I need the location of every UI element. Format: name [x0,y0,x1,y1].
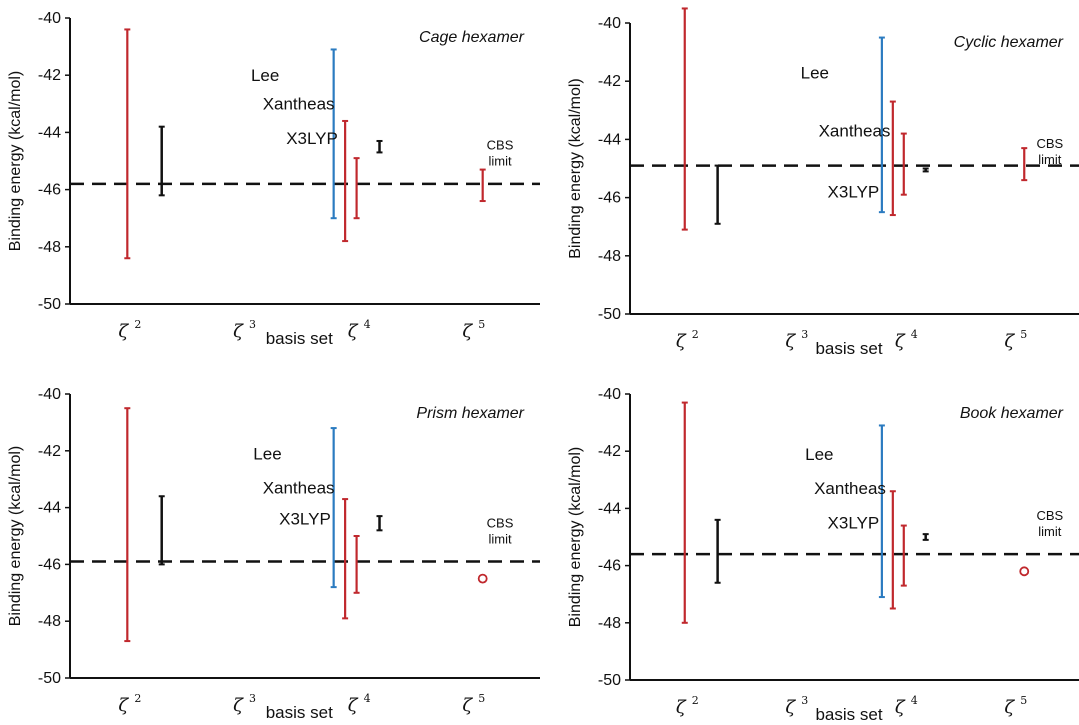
chart-title: Prism hexamer [416,405,524,422]
data-point-open-circle [1019,566,1030,577]
y-axis-label: Binding energy (kcal/mol) [7,446,24,627]
x-tick-label: ζ [118,695,129,716]
x-tick-label: ζ [895,697,906,718]
x-tick-label: ζ [233,695,244,716]
x-tick-label-superscript: 4 [911,328,918,341]
y-tick-label: -50 [38,670,61,687]
y-tick-label: -44 [38,124,61,141]
y-tick-label: -40 [38,10,61,27]
series-label-x3lyp: X3LYP [279,510,331,529]
x-tick-label-superscript: 3 [249,692,256,705]
x-tick-label: ζ [1004,697,1015,718]
y-tick-label: -50 [38,296,61,313]
x-tick-label: ζ [348,695,359,716]
y-tick-label: -44 [598,131,621,148]
x-tick-label-superscript: 3 [249,318,256,331]
x-tick-label: ζ [462,695,473,716]
x-tick-label: ζ [118,321,129,342]
series-label-xantheas: Xantheas [819,121,891,140]
y-tick-label: -50 [598,672,621,689]
data-point-open-circle [477,573,488,584]
series-label-lee: Lee [253,444,281,463]
x-tick-label: ζ [1004,331,1015,352]
x-tick-label-superscript: 2 [692,328,699,341]
x-tick-label: ζ [233,321,244,342]
x-tick-label-superscript: 4 [911,694,918,707]
x-tick-label-superscript: 2 [692,694,699,707]
cbs-label: CBS [1036,508,1063,523]
x-tick-label: ζ [462,321,473,342]
y-tick-label: -44 [598,500,621,517]
series-label-x3lyp: X3LYP [828,183,880,202]
y-tick-label: -46 [598,558,621,575]
series-label-x3lyp: X3LYP [286,129,338,148]
y-tick-label: -40 [598,15,621,32]
cbs-label-limit: limit [488,531,511,546]
x-tick-label-superscript: 3 [801,694,808,707]
y-tick-label: -46 [38,556,61,573]
series-label-xantheas: Xantheas [263,478,335,497]
x-tick-label: ζ [785,331,796,352]
x-tick-label-superscript: 5 [1020,328,1027,341]
x-tick-label-superscript: 4 [364,318,371,331]
y-tick-label: -48 [598,248,621,265]
y-tick-label: -42 [598,73,621,90]
cbs-label-limit: limit [488,154,511,169]
y-tick-label: -42 [598,443,621,460]
x-tick-label: ζ [348,321,359,342]
x-axis-label: basis set [266,703,333,722]
y-axis-label: Binding energy (kcal/mol) [7,71,24,252]
y-tick-label: -42 [38,67,61,84]
x-tick-label: ζ [785,697,796,718]
chart-title: Cage hexamer [419,29,525,46]
x-tick-label: ζ [895,331,906,352]
cbs-label-limit: limit [1038,152,1061,167]
y-tick-label: -48 [38,239,61,256]
x-tick-label-superscript: 5 [478,318,485,331]
x-tick-label-superscript: 5 [1020,694,1027,707]
x-tick-label: ζ [676,331,687,352]
chart-title: Book hexamer [960,405,1064,422]
series-label-lee: Lee [805,445,833,464]
cbs-label-limit: limit [1038,524,1061,539]
cbs-label: CBS [487,138,514,153]
x-axis-label: basis set [815,339,882,358]
y-tick-label: -48 [38,613,61,630]
y-tick-label: -46 [38,182,61,199]
cbs-label: CBS [1036,136,1063,151]
x-tick-label-superscript: 3 [801,328,808,341]
x-axis-label: basis set [266,329,333,348]
chart-title: Cyclic hexamer [954,34,1064,51]
x-tick-label-superscript: 5 [478,692,485,705]
series-label-lee: Lee [801,63,829,82]
series-label-xantheas: Xantheas [263,95,335,114]
y-tick-label: -44 [38,500,61,517]
series-label-x3lyp: X3LYP [828,513,880,532]
y-tick-label: -48 [598,615,621,632]
y-axis-label: Binding energy (kcal/mol) [567,78,584,259]
series-label-xantheas: Xantheas [814,479,886,498]
y-tick-label: -46 [598,190,621,207]
x-axis-label: basis set [815,705,882,724]
y-tick-label: -50 [598,306,621,323]
x-tick-label: ζ [676,697,687,718]
y-tick-label: -40 [598,386,621,403]
cbs-label: CBS [487,515,514,530]
y-tick-label: -40 [38,386,61,403]
x-tick-label-superscript: 2 [134,318,141,331]
x-tick-label-superscript: 2 [134,692,141,705]
series-label-lee: Lee [251,66,279,85]
x-tick-label-superscript: 4 [364,692,371,705]
y-axis-label: Binding energy (kcal/mol) [567,447,584,628]
y-tick-label: -42 [38,443,61,460]
